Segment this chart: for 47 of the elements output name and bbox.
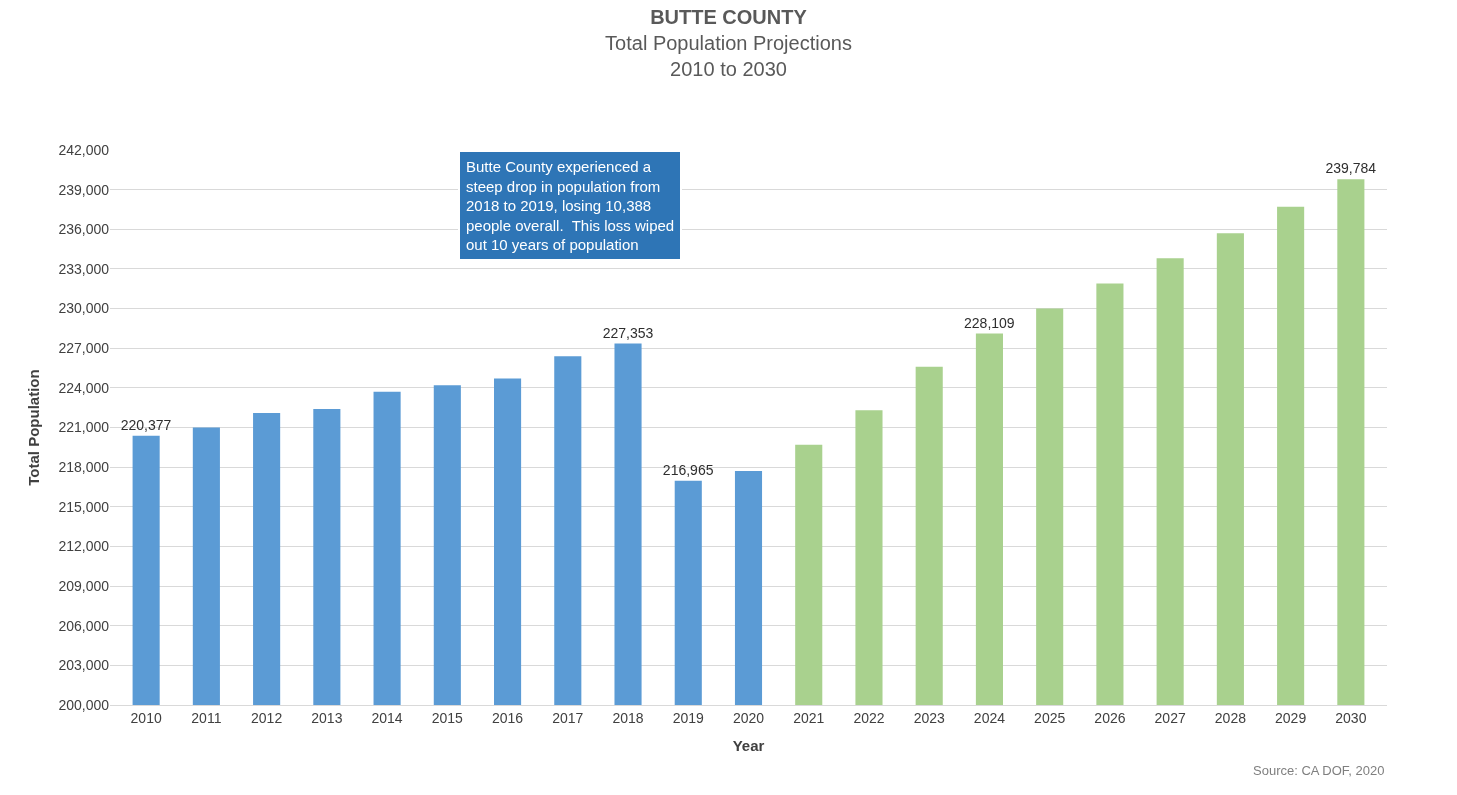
x-tick-label: 2025	[1034, 709, 1066, 726]
x-tick-label: 2024	[973, 709, 1006, 726]
data-label: 216,965	[662, 461, 714, 478]
y-tick-label: 200,000	[58, 696, 110, 713]
y-tick-label: 221,000	[58, 419, 110, 436]
x-tick-label: 2021	[793, 709, 825, 726]
data-label: 239,784	[1325, 160, 1377, 177]
x-tick-label: 2020	[732, 709, 765, 726]
chart-subtitle: Total Population Projections 2010 to 2030	[605, 31, 852, 80]
x-tick-label: 2023	[913, 709, 945, 726]
y-tick-label: 242,000	[58, 141, 110, 158]
y-tick-label: 218,000	[58, 459, 110, 476]
x-tick-label: 2016	[491, 709, 524, 726]
y-tick-label: 212,000	[58, 538, 110, 555]
y-tick-label: 227,000	[58, 340, 110, 357]
x-tick-label: 2027	[1154, 709, 1186, 726]
x-tick-label: 2012	[251, 709, 283, 726]
x-tick-label: 2030	[1335, 709, 1367, 726]
x-tick-label: 2022	[853, 709, 885, 726]
y-tick-label: 230,000	[58, 300, 110, 317]
x-tick-label: 2018	[612, 709, 644, 726]
data-label: 228,109	[964, 314, 1015, 331]
y-tick-label: 209,000	[58, 577, 110, 594]
y-tick-label: 239,000	[58, 181, 110, 198]
annotation: Butte County experienced a steep drop in population from 2018 to 2019, losing 10,388 people overall. This loss wiped out 10 years of population	[466, 158, 675, 253]
chart-title: BUTTE COUNTY	[650, 5, 808, 28]
x-tick-label: 2011	[191, 709, 222, 726]
data-label: 227,353	[602, 324, 654, 341]
x-tick-label: 2015	[431, 709, 464, 726]
data-label: 220,377	[120, 416, 172, 433]
x-tick-label: 2019	[672, 709, 705, 726]
x-axis-title: Year	[732, 736, 765, 754]
x-tick-label: 2028	[1214, 709, 1247, 726]
x-tick-label: 2026	[1094, 709, 1126, 726]
y-tick-label: 233,000	[58, 260, 110, 277]
x-tick-label: 2017	[552, 709, 584, 726]
y-tick-label: 203,000	[58, 657, 110, 674]
x-tick-label: 2029	[1275, 709, 1307, 726]
y-tick-label: 236,000	[58, 221, 110, 238]
source-note: Source: CA DOF, 2020	[1253, 763, 1385, 778]
y-axis-title: Total Population	[24, 369, 42, 486]
y-tick-label: 206,000	[58, 617, 110, 634]
x-tick-label: 2013	[311, 709, 343, 726]
y-tick-label: 215,000	[58, 498, 110, 515]
x-tick-label: 2014	[371, 709, 403, 726]
y-tick-label: 224,000	[58, 379, 110, 396]
x-tick-label: 2010	[130, 709, 162, 726]
